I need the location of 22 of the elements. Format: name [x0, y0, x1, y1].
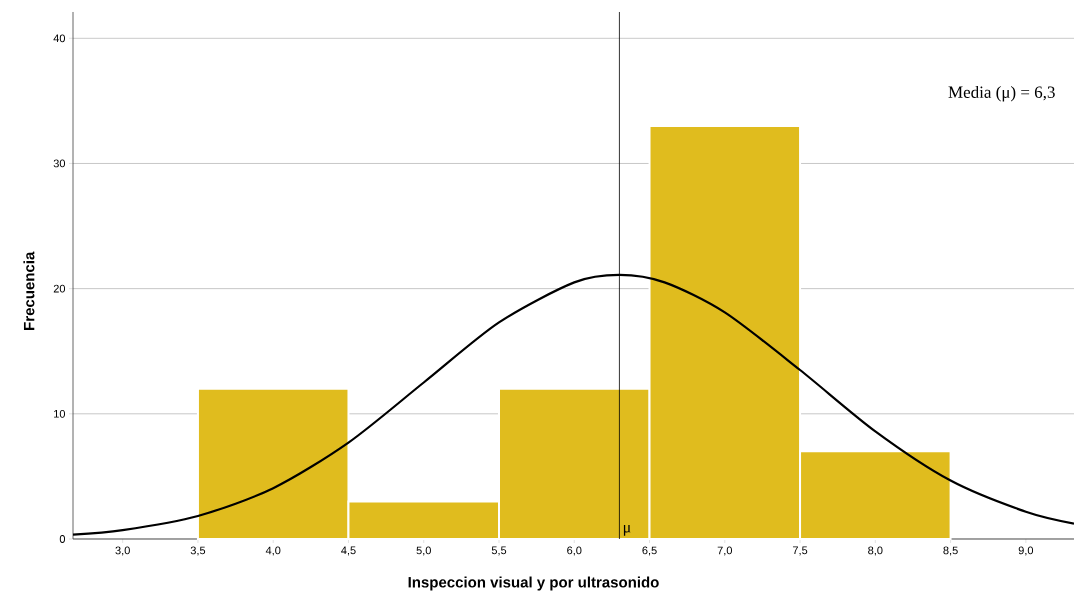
- x-tick-label: 7,0: [717, 546, 732, 556]
- y-tick-label: 10: [54, 409, 66, 418]
- x-tick-label: 3,0: [115, 546, 130, 556]
- y-tick-label: 0: [59, 535, 66, 543]
- ref-line-label: μ: [623, 525, 631, 536]
- x-tick-label: 8,0: [868, 546, 883, 556]
- x-tick-label: 5,5: [491, 546, 507, 556]
- y-tick-label: 30: [53, 159, 66, 168]
- x-tick-label: 7,5: [792, 546, 808, 556]
- x-axis-title: Inspeccion visual y por ultrasonido: [408, 576, 659, 591]
- x-tick-label: 6,0: [567, 546, 582, 556]
- y-tick-label: 20: [53, 284, 66, 293]
- x-tick-label: 3,5: [190, 546, 206, 556]
- x-tick-label: 6,5: [642, 546, 657, 556]
- x-tick-label: 8,5: [943, 546, 958, 556]
- x-tick-label: 4,5: [341, 546, 356, 556]
- x-tick-label: 4,0: [265, 546, 281, 556]
- x-tick-label: 9,0: [1018, 546, 1034, 556]
- y-axis-title: Frecuencia: [23, 251, 35, 330]
- y-tick-label: 40: [53, 34, 66, 43]
- annotation: Media (μ) = 6,3: [948, 85, 1055, 102]
- x-tick-label: 5,0: [416, 546, 431, 556]
